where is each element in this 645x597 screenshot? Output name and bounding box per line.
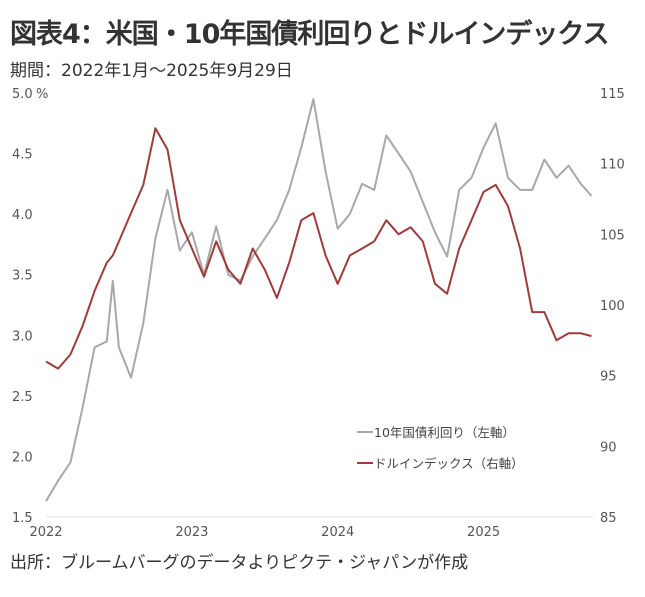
left-y-tick-label: 3.0 — [12, 329, 33, 344]
right-y-tick-label: 110 — [600, 158, 625, 173]
x-tick-label: 2025 — [467, 525, 500, 540]
left-y-tick-label: 3.5 — [12, 269, 33, 284]
series-line-dollar-index — [45, 127, 592, 370]
x-tick-label: 2023 — [175, 525, 208, 540]
right-y-tick-label: 115 — [600, 87, 625, 102]
left-y-tick-label: 4.0 — [12, 208, 33, 223]
right-y-tick-label: 95 — [600, 370, 617, 385]
right-y-tick-label: 90 — [600, 440, 617, 455]
chart-source: 出所：ブルームバーグのデータよりピクテ・ジャパンが作成 — [10, 553, 469, 573]
left-y-tick-label: 5.0 — [12, 87, 33, 102]
left-y-tick-label: 1.5 — [12, 511, 33, 526]
x-tick-label: 2024 — [321, 525, 354, 540]
left-y-tick-label: 2.5 — [12, 390, 33, 405]
left-y-tick-label: 4.5 — [12, 148, 33, 163]
x-tick-label: 2022 — [29, 525, 62, 540]
right-y-tick-label: 85 — [600, 511, 617, 526]
right-y-tick-label: 105 — [600, 228, 625, 243]
legend-label: ドルインデックス（右軸） — [374, 456, 524, 471]
right-y-tick-label: 100 — [600, 299, 625, 314]
left-y-unit-label: % — [36, 87, 48, 102]
left-y-tick-label: 2.0 — [12, 450, 33, 465]
chart-subtitle: 期間：2022年1月～2025年9月29日 — [10, 61, 293, 81]
legend-label: 10年国債利回り（左軸） — [374, 425, 515, 440]
series-line-treasury-yield — [45, 98, 593, 502]
chart-title: 図表4：米国・10年国債利回りとドルインデックス — [10, 19, 610, 50]
